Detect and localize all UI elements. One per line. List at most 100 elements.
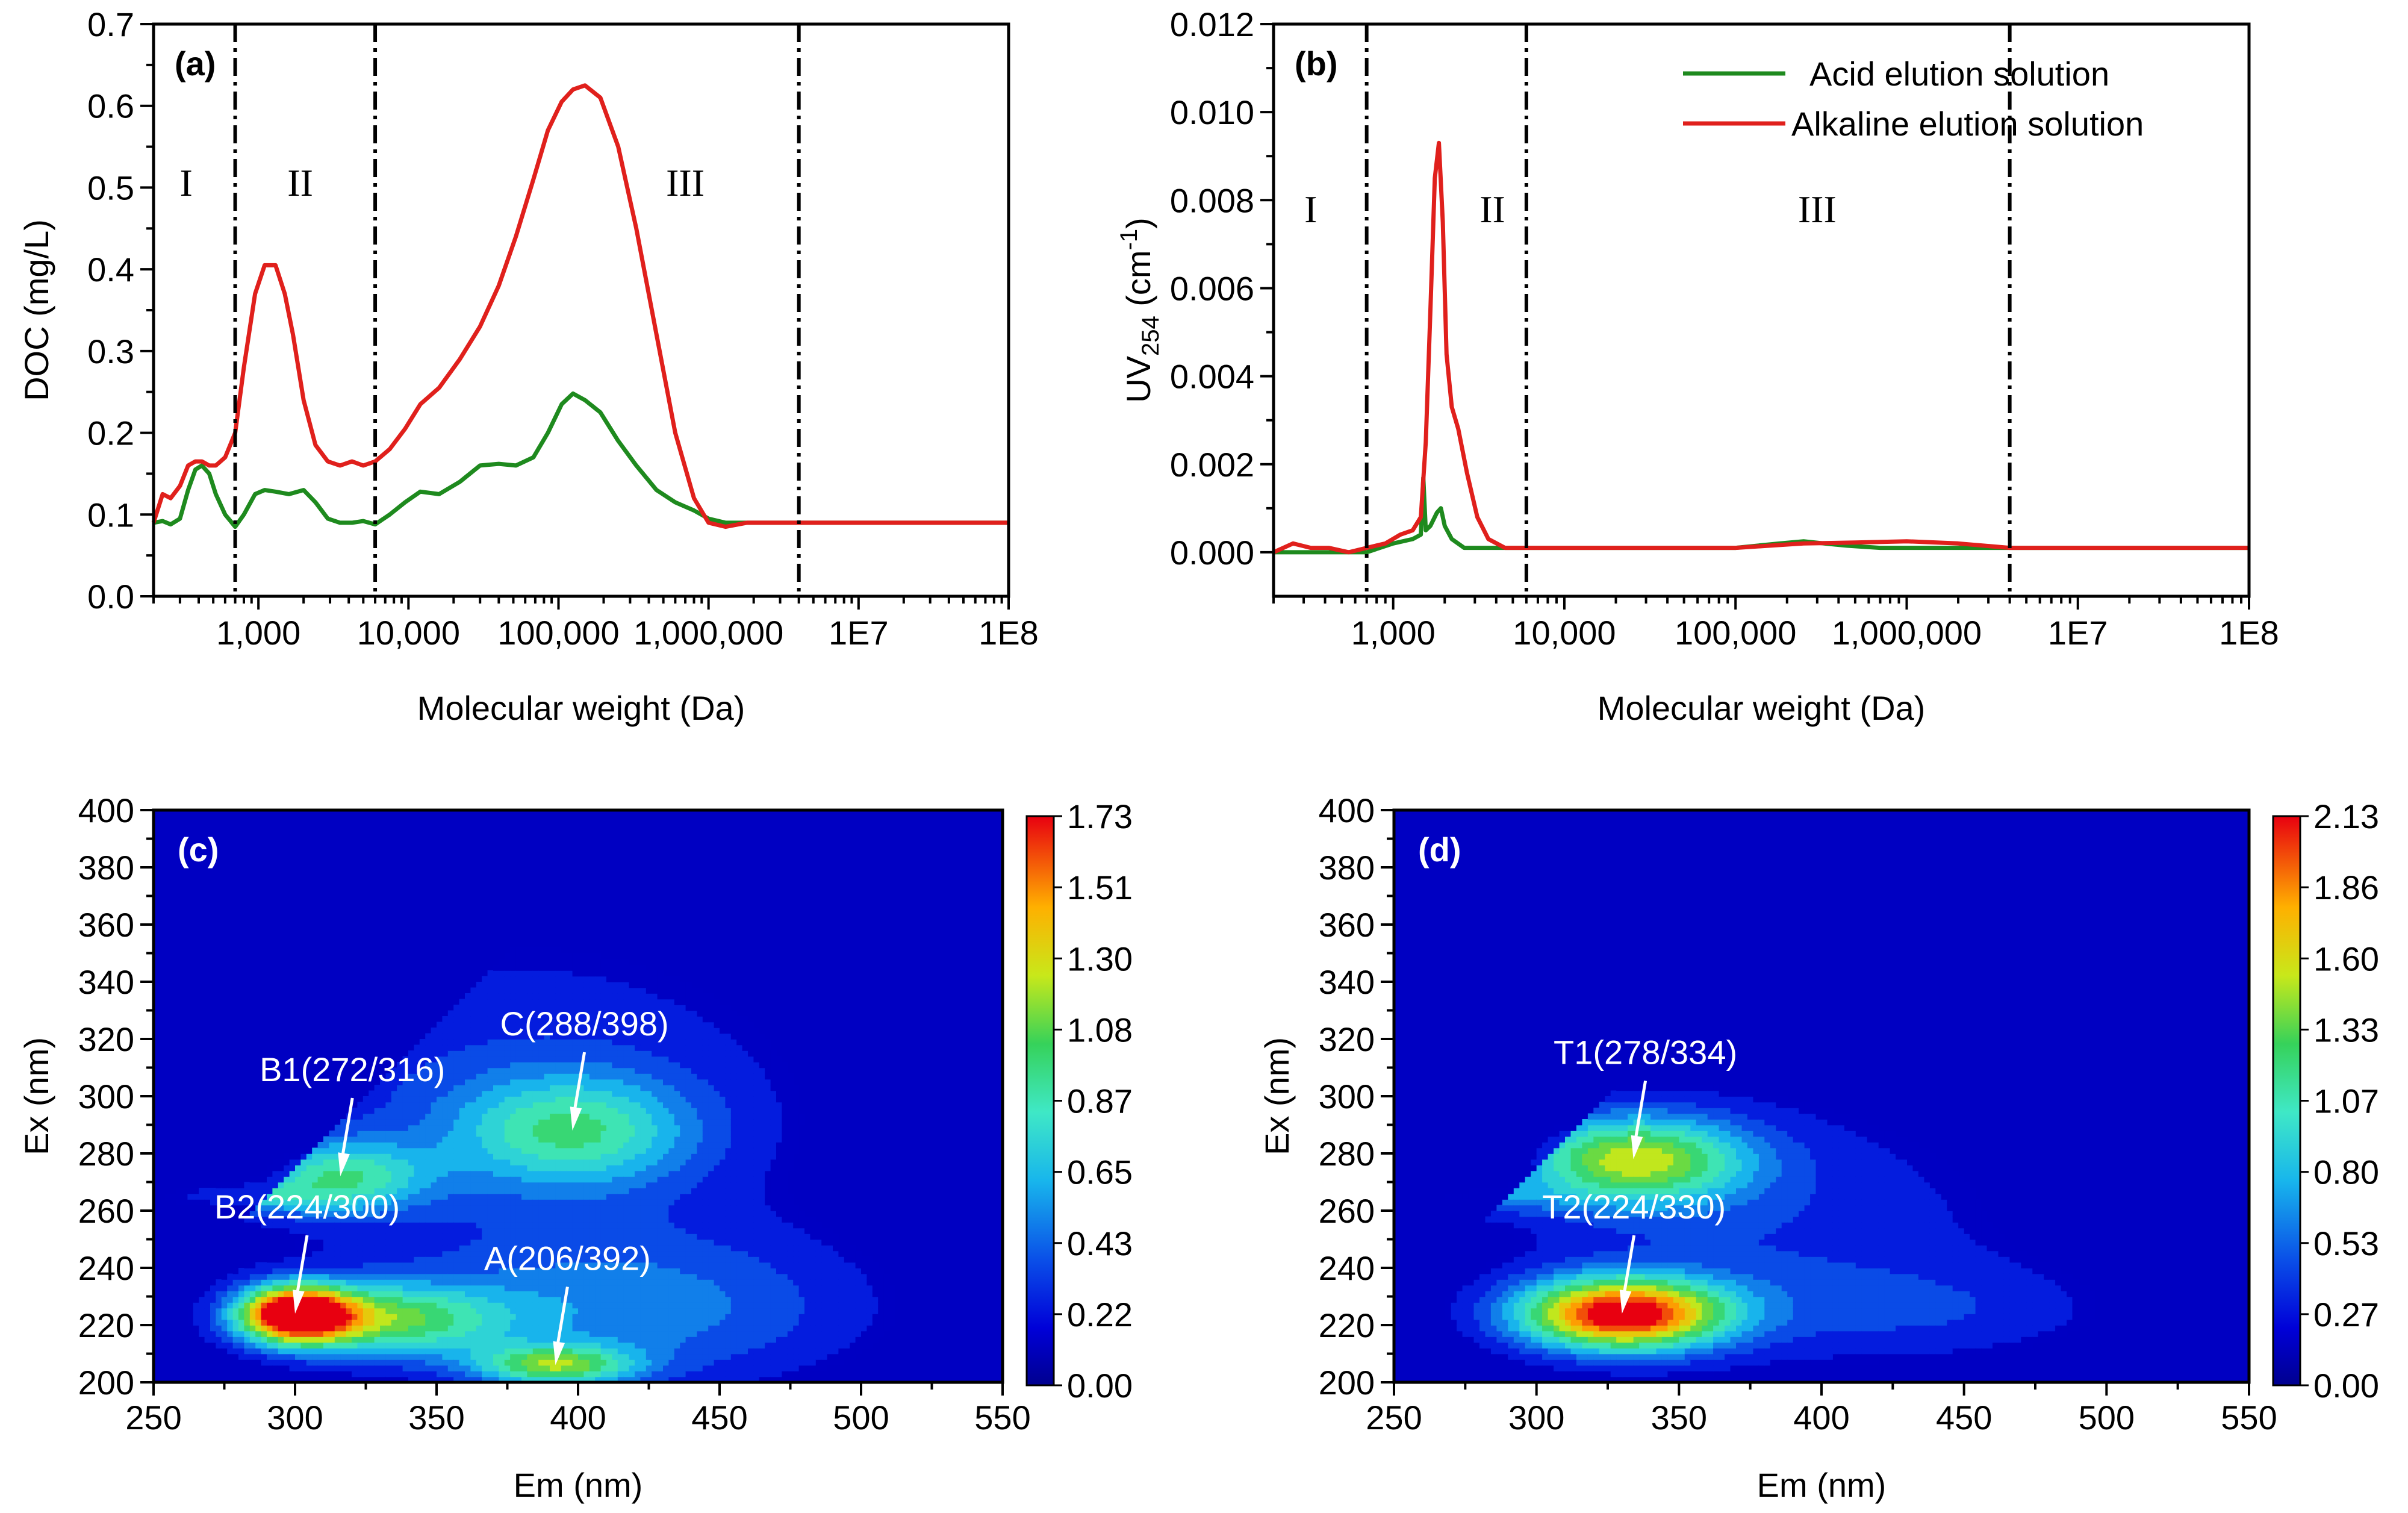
heatmap-cell <box>374 1234 381 1240</box>
heatmap-cell <box>538 1262 545 1268</box>
heatmap-cell <box>470 1353 477 1360</box>
heatmap-cell <box>357 1273 364 1280</box>
heatmap-cell <box>527 1245 534 1252</box>
heatmap-cell <box>572 1285 579 1291</box>
heatmap-cell <box>515 1170 522 1177</box>
heatmap-cell <box>668 1039 675 1046</box>
heatmap-cell <box>272 1285 279 1291</box>
heatmap-cell <box>652 1353 658 1360</box>
heatmap-cell <box>340 1331 347 1337</box>
heatmap-cell <box>340 1308 347 1314</box>
heatmap-cell <box>521 1205 528 1211</box>
heatmap-cell <box>635 987 641 994</box>
heatmap-cell <box>612 1022 618 1028</box>
heatmap-cell <box>532 987 539 994</box>
heatmap-cell <box>623 1234 630 1240</box>
heatmap-cell <box>255 1176 262 1183</box>
heatmap-cell <box>550 1096 556 1103</box>
heatmap-cell <box>674 1234 680 1240</box>
heatmap-cell <box>617 1142 624 1149</box>
heatmap-cell <box>476 1056 482 1062</box>
heatmap-cell <box>453 1050 460 1057</box>
heatmap-cell <box>595 1165 602 1171</box>
heatmap-cell <box>374 1119 381 1126</box>
heatmap-cell <box>600 1211 607 1217</box>
heatmap-cell <box>657 999 664 1005</box>
heatmap-cell <box>640 1067 647 1074</box>
heatmap-cell <box>295 1256 302 1263</box>
heatmap-cell <box>232 1325 239 1332</box>
heatmap-cell <box>583 1113 590 1120</box>
heatmap-cell <box>227 1319 234 1326</box>
heatmap-cell <box>334 1325 341 1332</box>
heatmap-cell <box>515 1353 522 1360</box>
heatmap-cell <box>567 970 573 977</box>
heatmap-cell <box>668 1050 675 1057</box>
heatmap-cell <box>431 1176 437 1183</box>
heatmap-cell <box>629 1205 635 1211</box>
y-tick-label: 0.008 <box>1170 181 1254 219</box>
heatmap-cell <box>238 1199 245 1206</box>
heatmap-cell <box>629 1199 635 1206</box>
heatmap-cell <box>674 1022 680 1028</box>
heatmap-cell <box>459 1016 465 1023</box>
heatmap-cell <box>646 1096 652 1103</box>
heatmap-cell <box>470 1199 477 1206</box>
heatmap-cell <box>295 1205 302 1211</box>
heatmap-cell <box>402 1090 409 1097</box>
heatmap-cell <box>600 1085 607 1091</box>
heatmap-cell <box>487 1365 494 1371</box>
heatmap-cell <box>385 1079 392 1085</box>
heatmap-cell <box>674 1016 680 1023</box>
heatmap-cell <box>538 1131 545 1137</box>
heatmap-cell <box>374 1199 381 1206</box>
heatmap-cell <box>334 1165 341 1171</box>
heatmap-cell <box>572 1308 579 1314</box>
heatmap-cell <box>227 1193 234 1200</box>
heatmap-cell <box>380 1331 387 1337</box>
heatmap-cell <box>499 1337 505 1343</box>
heatmap-cell <box>510 1125 517 1131</box>
heatmap-cell <box>470 1176 477 1183</box>
heatmap-cell <box>515 1365 522 1371</box>
heatmap-cell <box>504 1119 511 1126</box>
heatmap-cell <box>640 1079 647 1085</box>
heatmap-cell <box>334 1250 341 1257</box>
heatmap-cell <box>532 1176 539 1183</box>
heatmap-cell <box>453 1256 460 1263</box>
heatmap-cell <box>521 1188 528 1194</box>
heatmap-cell <box>595 1062 602 1068</box>
heatmap-cell <box>629 1005 635 1011</box>
heatmap-cell <box>657 1039 664 1046</box>
heatmap-cell <box>657 1108 664 1114</box>
heatmap-cell <box>391 1108 397 1114</box>
heatmap-cell <box>402 1256 409 1263</box>
ylabel-close: ) <box>1119 217 1157 229</box>
heatmap-cell <box>550 976 556 982</box>
heatmap-cell <box>538 1170 545 1177</box>
heatmap-cell <box>538 1353 545 1360</box>
heatmap-cell <box>527 1113 534 1120</box>
heatmap-cell <box>668 999 675 1005</box>
heatmap-cell <box>329 1262 335 1268</box>
heatmap-cell <box>249 1285 256 1291</box>
heatmap-cell <box>652 1211 658 1217</box>
heatmap-cell <box>504 970 511 977</box>
heatmap-cell <box>385 1142 392 1149</box>
heatmap-cell <box>521 1182 528 1188</box>
heatmap-cell <box>544 1245 550 1252</box>
heatmap-cell <box>482 1119 488 1126</box>
heatmap-cell <box>334 1216 341 1223</box>
heatmap-cell <box>278 1342 284 1349</box>
heatmap-cell <box>385 1337 392 1343</box>
heatmap-cell <box>425 1308 432 1314</box>
heatmap-cell <box>459 999 465 1005</box>
heatmap-cell <box>459 1308 465 1314</box>
heatmap-cell <box>674 1216 680 1223</box>
heatmap-cell <box>391 1085 397 1091</box>
heatmap-cell <box>617 1353 624 1360</box>
heatmap-cell <box>369 1096 375 1103</box>
heatmap-cell <box>493 1079 500 1085</box>
heatmap-cell <box>369 1239 375 1246</box>
heatmap-cell <box>369 1222 375 1229</box>
